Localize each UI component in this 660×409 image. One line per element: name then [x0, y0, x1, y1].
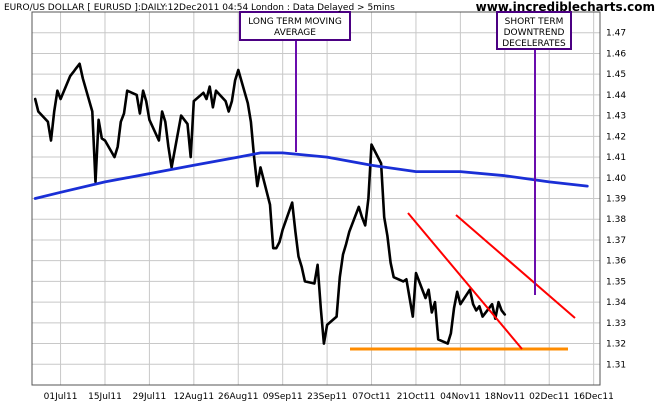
price-series-line — [33, 62, 507, 345]
y-tick-label: 1.32 — [606, 340, 626, 350]
x-tick-label: 23Sep11 — [307, 392, 347, 402]
long-term-callout-line-2: AVERAGE — [274, 28, 316, 38]
y-tick-label: 1.43 — [606, 112, 626, 122]
brand-watermark: www.incrediblecharts.com — [476, 0, 655, 14]
y-axis-labels: 1.31 1.32 1.33 1.34 1.35 1.36 1.37 1.38 1.39 1.40… — [606, 29, 626, 371]
gridlines — [32, 12, 600, 385]
series-layer — [33, 62, 589, 345]
y-tick-label: 1.40 — [606, 174, 626, 184]
long-term-callout-box — [239, 11, 351, 41]
y-tick-label: 1.38 — [606, 215, 626, 225]
short-term-callout-line-3: DECELERATES — [502, 39, 566, 49]
downtrend-line-lower — [407, 212, 523, 350]
y-tick-label: 1.45 — [606, 70, 626, 80]
y-tick-label: 1.33 — [606, 319, 626, 329]
y-tick-label: 1.42 — [606, 132, 626, 142]
y-tick-label: 1.46 — [606, 49, 626, 59]
x-tick-label: 04Nov11 — [440, 392, 480, 402]
y-tick-label: 1.34 — [606, 298, 626, 308]
y-tick-label: 1.36 — [606, 257, 626, 267]
y-tick-label: 1.39 — [606, 195, 626, 205]
x-tick-label: 21Oct11 — [397, 392, 435, 402]
downtrend-line-upper — [455, 214, 576, 319]
x-tick-label: 15Jul11 — [88, 392, 122, 402]
short-term-callout-line-1: SHORT TERM — [505, 17, 564, 27]
chart-title: EURO/US DOLLAR [ EURUSD ]:DAILY:12Dec201… — [4, 3, 395, 13]
y-tick-label: 1.47 — [606, 29, 626, 39]
y-tick-label: 1.44 — [606, 91, 626, 101]
x-tick-label: 12Aug11 — [174, 392, 214, 402]
x-tick-label: 18Nov11 — [485, 392, 525, 402]
x-tick-label: 07Oct11 — [352, 392, 390, 402]
long-term-callout-line-1: LONG TERM MOVING — [248, 17, 342, 27]
y-tick-label: 1.41 — [606, 153, 626, 163]
x-tick-label: 01Jul11 — [44, 392, 78, 402]
short-term-callout-line-2: DOWNTREND — [504, 28, 565, 38]
x-axis-labels: 01Jul11 15Jul11 29Jul11 12Aug11 26Aug11 09Sep… — [44, 392, 614, 402]
y-tick-label: 1.31 — [606, 360, 626, 370]
y-tick-label: 1.37 — [606, 236, 626, 246]
x-tick-label: 26Aug11 — [218, 392, 258, 402]
x-tick-label: 16Dec11 — [573, 392, 613, 402]
x-tick-label: 29Jul11 — [133, 392, 167, 402]
short-term-callout-box — [496, 11, 572, 50]
y-tick-label: 1.35 — [606, 277, 626, 287]
x-tick-label: 09Sep11 — [263, 392, 303, 402]
x-tick-label: 02Dec11 — [529, 392, 569, 402]
moving-average-line — [33, 151, 589, 200]
